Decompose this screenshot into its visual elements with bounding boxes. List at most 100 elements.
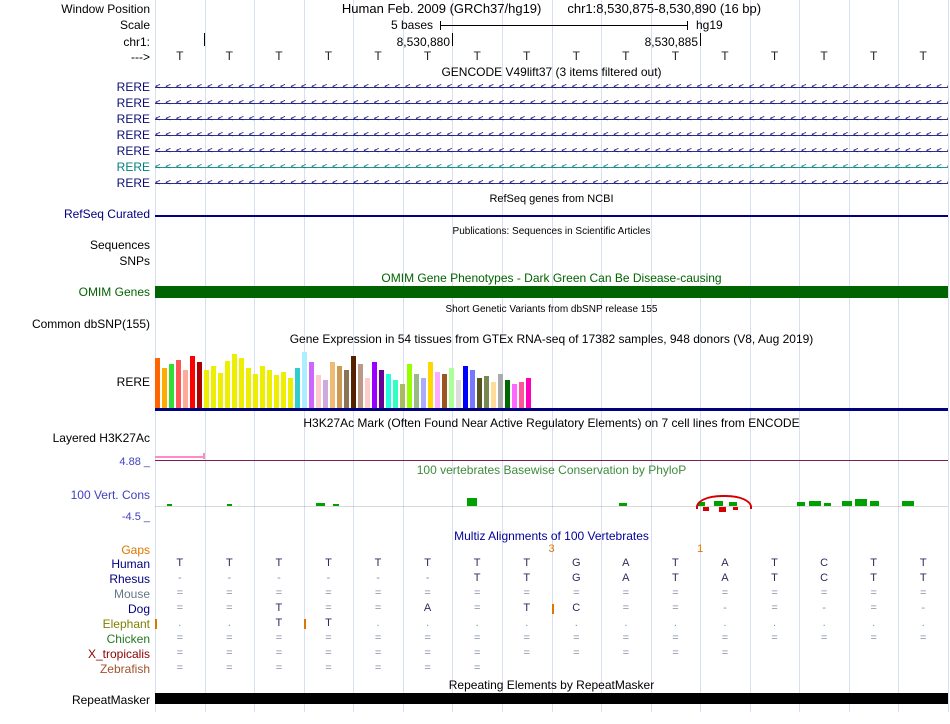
gtex-tissue-bar[interactable] <box>491 382 496 408</box>
track-label-elephant[interactable]: Elephant <box>102 617 150 631</box>
gtex-tissue-bar[interactable] <box>218 373 223 408</box>
track-label-rere[interactable]: RERE <box>116 96 150 110</box>
gtex-tissue-bar[interactable] <box>197 362 202 408</box>
multiz-cell: T <box>870 557 878 569</box>
gtex-tissue-bar[interactable] <box>204 370 209 408</box>
gtex-tissue-bar[interactable] <box>379 370 384 408</box>
track-label-mouse[interactable]: Mouse <box>113 587 150 601</box>
track-label-chicken[interactable]: Chicken <box>106 632 150 646</box>
track-label-h3k27ac[interactable]: Layered H3K27Ac <box>52 431 150 445</box>
gtex-tissue-bar[interactable] <box>162 368 167 408</box>
gtex-tissue-bar[interactable] <box>246 368 251 408</box>
gtex-tissue-bar[interactable] <box>526 378 531 408</box>
gtex-tissue-bar[interactable] <box>211 366 216 408</box>
track-label-rere[interactable]: RERE <box>116 144 150 158</box>
gtex-tissue-bar[interactable] <box>477 378 482 408</box>
gtex-tissue-bar[interactable] <box>281 372 286 408</box>
track-label-refseq-curated[interactable]: RefSeq Curated <box>63 207 150 221</box>
gtex-tissue-bar[interactable] <box>176 360 181 408</box>
gtex-tissue-bar[interactable] <box>449 368 454 408</box>
track-label-human[interactable]: Human <box>111 557 150 571</box>
gtex-tissue-bar[interactable] <box>323 380 328 408</box>
gtex-tissue-bar[interactable] <box>344 370 349 408</box>
repeatmasker-bar[interactable] <box>155 693 948 704</box>
gtex-tissue-bar[interactable] <box>274 375 279 408</box>
gtex-tissue-bar[interactable] <box>169 364 174 408</box>
track-label-gaps[interactable]: Gaps <box>121 543 150 557</box>
track-label-x_tropicalis[interactable]: X_tropicalis <box>87 647 150 661</box>
gtex-tissue-bar[interactable] <box>484 376 489 408</box>
gtex-tissue-bar[interactable] <box>498 374 503 408</box>
gencode-gene-line[interactable] <box>155 103 948 104</box>
gtex-tissue-bar[interactable] <box>225 361 230 408</box>
gtex-tissue-bar[interactable] <box>407 364 412 408</box>
gtex-tissue-bar[interactable] <box>253 374 258 408</box>
coordinate-left-tick <box>452 33 453 46</box>
track-label-rere[interactable]: RERE <box>116 176 150 190</box>
gtex-tissue-bar[interactable] <box>190 356 195 408</box>
gtex-tissue-bar[interactable] <box>505 380 510 408</box>
track-label-rere[interactable]: RERE <box>116 80 150 94</box>
gtex-tissue-bar[interactable] <box>512 384 517 408</box>
gtex-tissue-bar[interactable] <box>295 368 300 408</box>
gencode-gene-line[interactable] <box>155 87 948 88</box>
gtex-tissue-bar[interactable] <box>358 364 363 408</box>
gtex-tissue-bar[interactable] <box>365 378 370 408</box>
multiz-cell: = <box>771 602 778 614</box>
gtex-tissue-bar[interactable] <box>330 362 335 408</box>
track-label-rhesus[interactable]: Rhesus <box>109 572 150 586</box>
omim-genes-bar[interactable] <box>155 286 948 298</box>
track-label-repeatmasker[interactable]: RepeatMasker <box>71 693 150 707</box>
gtex-tissue-bar[interactable] <box>519 382 524 408</box>
gtex-tissue-bar[interactable] <box>302 352 307 408</box>
gencode-gene-line[interactable] <box>155 135 948 136</box>
track-label-rere[interactable]: RERE <box>116 128 150 142</box>
gtex-tissue-bar[interactable] <box>386 374 391 408</box>
gtex-tissue-bar[interactable] <box>232 354 237 408</box>
coordinate-left: 8,530,880 <box>396 35 450 49</box>
gencode-gene-line[interactable] <box>155 151 948 152</box>
gtex-tissue-bar[interactable] <box>428 362 433 408</box>
gtex-tissue-bar[interactable] <box>400 384 405 408</box>
gtex-tissue-bar[interactable] <box>442 374 447 408</box>
track-label-snps[interactable]: SNPs <box>119 254 150 268</box>
gtex-tissue-bar[interactable] <box>183 370 188 408</box>
multiz-cell: = <box>374 602 382 614</box>
track-label-rere[interactable]: RERE <box>116 112 150 126</box>
gtex-tissue-bar[interactable] <box>463 366 468 408</box>
track-label-common-dbsnp[interactable]: Common dbSNP(155) <box>31 317 150 331</box>
multiz-cell: = <box>226 647 233 659</box>
gtex-tissue-bar[interactable] <box>393 380 398 408</box>
multiz-cell: = <box>374 632 382 644</box>
gtex-tissue-bar[interactable] <box>267 370 272 408</box>
gencode-gene-line[interactable] <box>155 183 948 184</box>
track-label-100-vert-cons[interactable]: 100 Vert. Cons <box>70 488 150 502</box>
gtex-tissue-bar[interactable] <box>372 362 377 408</box>
gtex-tissue-bar[interactable] <box>155 358 160 408</box>
track-label-gtex-rere[interactable]: RERE <box>116 375 150 389</box>
gtex-tissue-bar[interactable] <box>316 375 321 408</box>
gtex-tissue-bar[interactable] <box>435 372 440 408</box>
gencode-gene-line[interactable] <box>155 167 948 168</box>
strand-label: ---> <box>131 50 150 64</box>
gtex-tissue-bar[interactable] <box>421 378 426 408</box>
phylop-positive-mark <box>467 498 477 506</box>
gtex-tissue-bar[interactable] <box>309 362 314 408</box>
track-label-dog[interactable]: Dog <box>127 602 150 616</box>
track-label-rere[interactable]: RERE <box>116 160 150 174</box>
multiz-cell: = <box>176 647 183 659</box>
gtex-tissue-bar[interactable] <box>337 366 342 408</box>
sequence-base: T <box>374 49 382 63</box>
gtex-tissue-bar[interactable] <box>239 358 244 408</box>
gtex-tissue-bar[interactable] <box>260 366 265 408</box>
track-label-sequences[interactable]: Sequences <box>89 238 150 252</box>
track-label-omim-genes[interactable]: OMIM Genes <box>78 285 150 299</box>
gtex-tissue-bar[interactable] <box>414 374 419 408</box>
gtex-tissue-bar[interactable] <box>288 378 293 408</box>
gtex-tissue-bar[interactable] <box>456 380 461 408</box>
gtex-tissue-bar[interactable] <box>470 370 475 408</box>
multiz-cell: T <box>275 617 283 629</box>
gtex-tissue-bar[interactable] <box>351 356 356 408</box>
gencode-gene-line[interactable] <box>155 119 948 120</box>
track-label-zebrafish[interactable]: Zebrafish <box>99 662 150 676</box>
